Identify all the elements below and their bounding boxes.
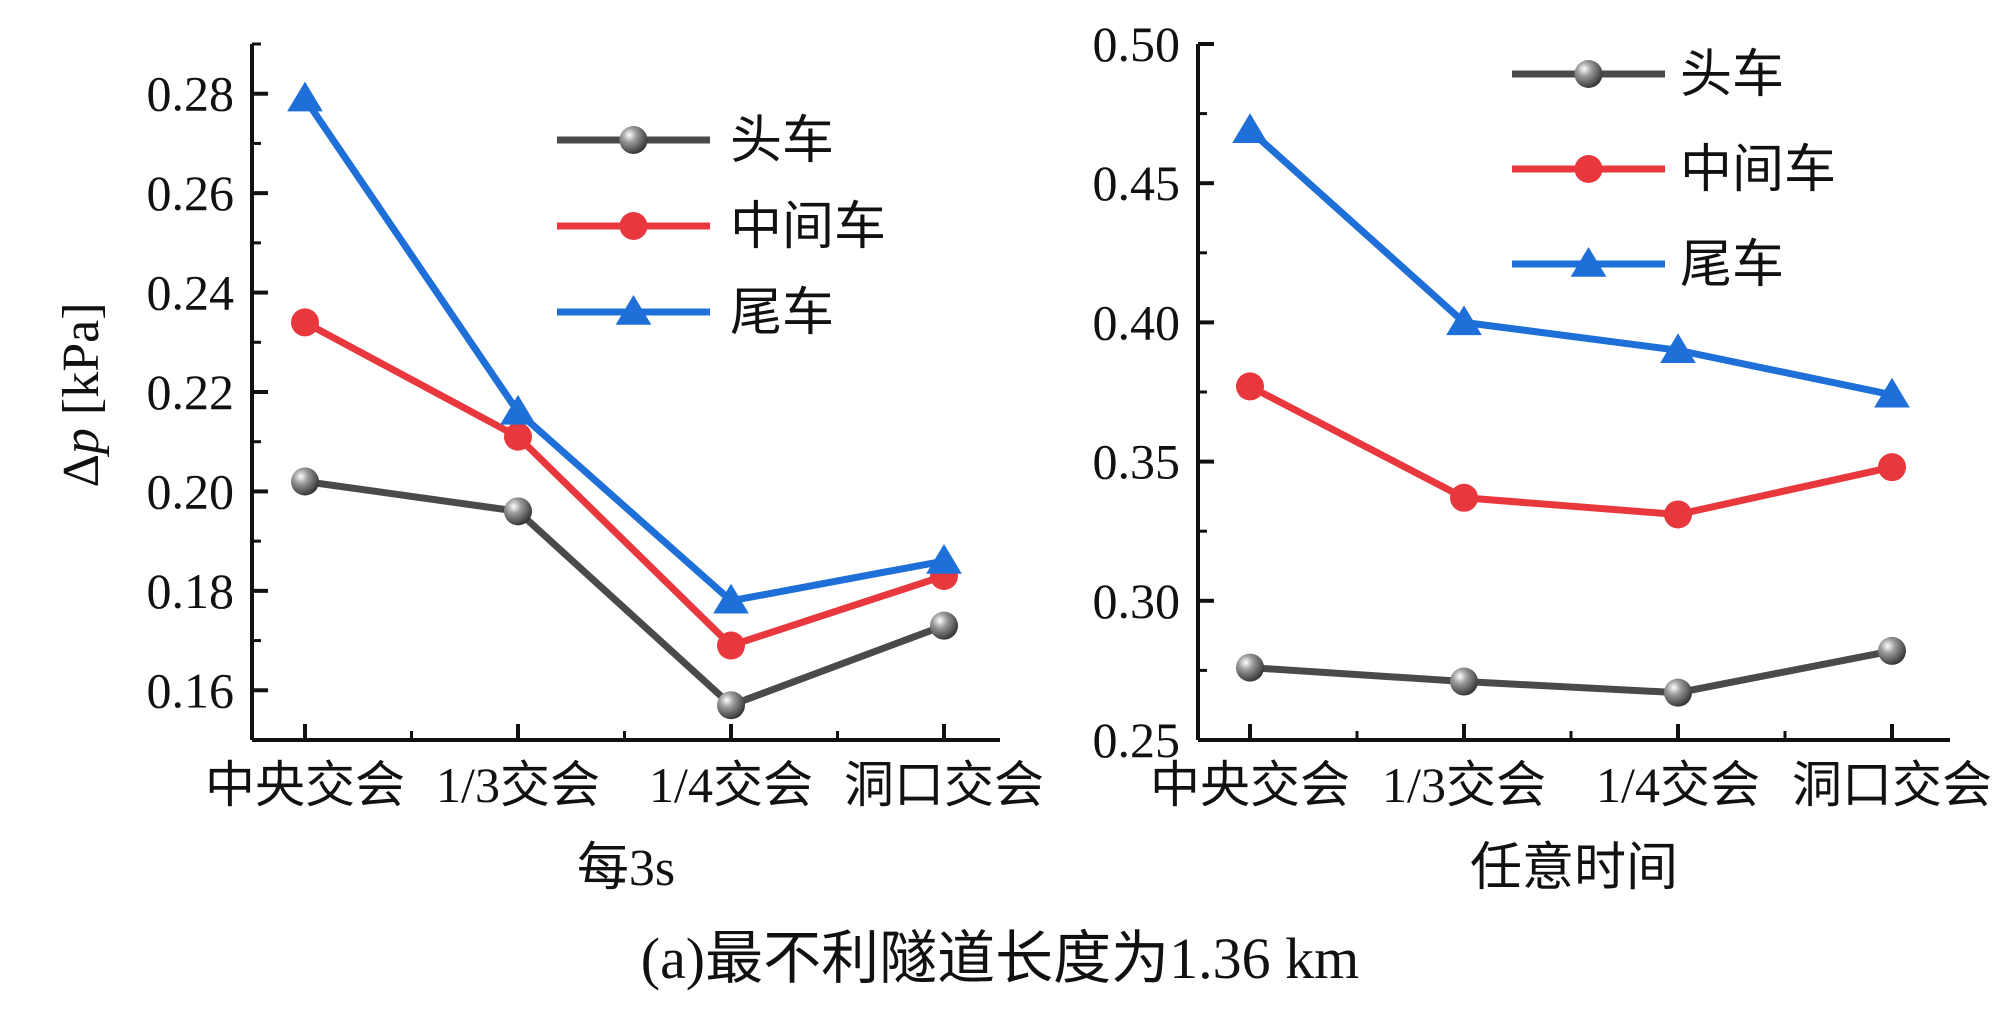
left-y-tick-label: 0.26 [147, 165, 235, 221]
right-series-line-head [1249, 647, 1893, 697]
right-series-line-middle [1248, 383, 1893, 518]
left-series-line-head [304, 478, 946, 709]
right-legend-marker-middle [1574, 155, 1603, 183]
left-point-tail [713, 583, 749, 614]
right-x-axis-title: 任意时间 [1470, 840, 1678, 897]
left-point-middle [291, 308, 319, 337]
left-x-tick-label: 中央交会 [205, 757, 405, 813]
left-x-tick-label: 1/3交会 [436, 757, 600, 813]
right-legend-label-head: 头车 [1680, 47, 1784, 104]
right-y-tick-label: 0.25 [1093, 712, 1181, 768]
right-x-tick-label: 洞口交会 [1792, 757, 1992, 813]
left-legend-label-head: 头车 [730, 113, 834, 170]
right-point-middle [1878, 453, 1906, 482]
left-point-tail [926, 544, 962, 574]
right-y-tick-label: 0.45 [1093, 155, 1181, 211]
figure-caption: (a)最不利隧道长度为1.36 km [641, 926, 1360, 991]
left-legend-label-tail: 尾车 [730, 285, 834, 342]
right-legend-marker-head [1574, 60, 1603, 88]
left-x-axis-title: 每3s [577, 840, 675, 897]
left-point-middle [504, 422, 532, 451]
left-y-tick-label: 0.20 [147, 463, 235, 519]
right-point-tail [1874, 377, 1910, 408]
left-point-middle [717, 631, 745, 660]
left-point-head [291, 467, 319, 496]
right-point-head [1664, 678, 1692, 707]
right-y-tick-label: 0.30 [1093, 573, 1181, 629]
left-y-tick-label: 0.24 [147, 265, 235, 321]
left-y-tick-label: 0.18 [147, 563, 235, 619]
left-x-tick-label: 洞口交会 [844, 757, 1044, 813]
left-point-head [930, 611, 958, 640]
right-point-middle [1236, 372, 1264, 401]
right-x-tick-label: 中央交会 [1150, 757, 1350, 813]
right-legend-marker-tail [1570, 247, 1607, 277]
right-y-tick-label: 0.50 [1093, 16, 1181, 72]
left-chart-y-axis-title: Δp [kPa] [53, 302, 110, 487]
right-point-head [1236, 653, 1264, 682]
right-point-tail [1232, 113, 1268, 144]
left-point-head [504, 497, 532, 526]
right-point-tail [1660, 333, 1696, 363]
right-x-tick-label: 1/4交会 [1596, 757, 1760, 813]
left-point-head [717, 691, 745, 720]
left-legend-label-middle: 中间车 [730, 199, 886, 256]
right-y-tick-label: 0.40 [1093, 294, 1181, 350]
right-point-head [1878, 636, 1906, 665]
right-point-middle [1664, 500, 1692, 529]
right-point-middle [1450, 483, 1478, 512]
left-chart: 0.16 0.18 0.20 0.22 0.24 0.26 0.28 中央交会 1/3交会 1/4… [147, 42, 1044, 897]
left-y-tick-label: 0.28 [147, 66, 235, 122]
left-legend-marker-tail [615, 295, 652, 325]
right-x-tick-label: 1/3交会 [1382, 757, 1546, 813]
right-point-head [1450, 667, 1478, 696]
left-point-tail [500, 394, 536, 425]
right-chart: 0.25 0.30 0.35 0.40 0.45 0.50 中央交会 1/3交会 1/4交会 洞口… [1093, 16, 1993, 897]
left-legend-marker-middle [619, 212, 648, 240]
left-y-tick-label: 0.22 [147, 364, 235, 420]
right-point-tail [1446, 305, 1482, 336]
left-x-tick-label: 1/4交会 [649, 757, 813, 813]
right-series-line-tail [1247, 127, 1893, 399]
right-y-tick-label: 0.35 [1093, 434, 1181, 490]
left-series-line-tail [302, 96, 945, 605]
right-legend-label-middle: 中间车 [1680, 142, 1836, 199]
left-point-tail [287, 81, 323, 112]
right-legend-label-tail: 尾车 [1680, 237, 1784, 294]
left-y-tick-label: 0.16 [147, 662, 235, 718]
left-series-line-middle [303, 319, 946, 650]
left-legend-marker-head [619, 126, 648, 154]
